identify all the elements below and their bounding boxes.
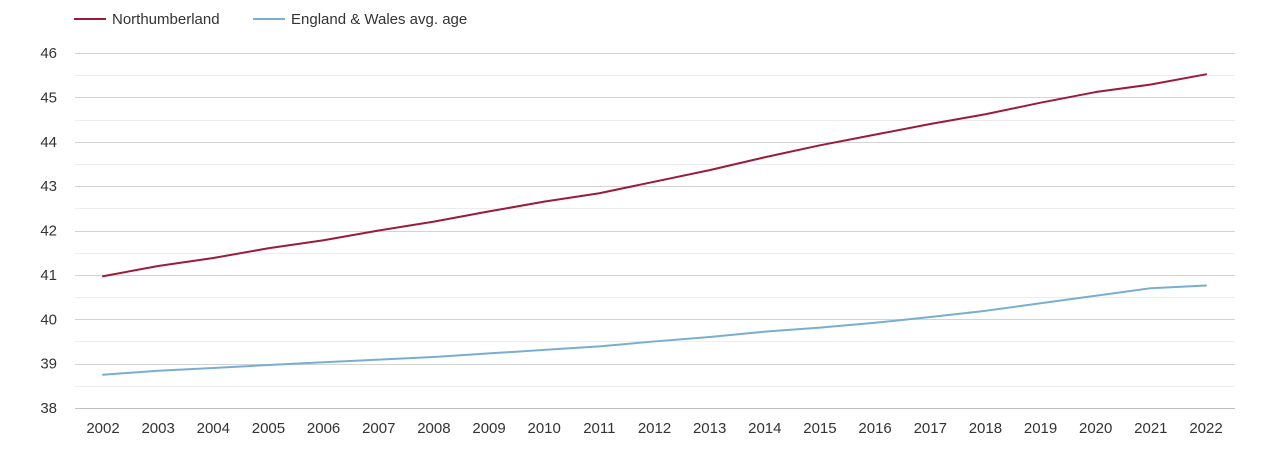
y-tick-label-43: 43 — [40, 178, 57, 195]
x-tick-label-2006: 2006 — [307, 420, 340, 437]
x-tick-label-2016: 2016 — [858, 420, 891, 437]
x-tick-label-2015: 2015 — [803, 420, 836, 437]
series-line-england-wales-avg-age[interactable] — [102, 284, 1207, 376]
x-tick-label-2022: 2022 — [1189, 420, 1222, 437]
x-tick-label-2021: 2021 — [1134, 420, 1167, 437]
legend-item-england-wales[interactable]: England & Wales avg. age — [253, 11, 467, 28]
legend: Northumberland England & Wales avg. age — [74, 11, 467, 28]
x-tick-label-2003: 2003 — [141, 420, 174, 437]
x-tick-label-2018: 2018 — [969, 420, 1002, 437]
y-tick-label-42: 42 — [40, 223, 57, 240]
legend-label-england-wales: England & Wales avg. age — [291, 11, 467, 28]
y-tick-label-45: 45 — [40, 89, 57, 106]
x-tick-label-2008: 2008 — [417, 420, 450, 437]
x-tick-label-2017: 2017 — [914, 420, 947, 437]
x-tick-label-2019: 2019 — [1024, 420, 1057, 437]
legend-item-northumberland[interactable]: Northumberland — [74, 11, 220, 28]
x-tick-label-2013: 2013 — [693, 420, 726, 437]
y-tick-label-46: 46 — [40, 45, 57, 62]
x-tick-label-2005: 2005 — [252, 420, 285, 437]
y-tick-label-41: 41 — [40, 267, 57, 284]
series-line-northumberland[interactable] — [102, 73, 1207, 278]
x-tick-label-2004: 2004 — [197, 420, 230, 437]
grid-lines — [75, 53, 1235, 409]
x-tick-label-2007: 2007 — [362, 420, 395, 437]
series-lines — [102, 73, 1207, 376]
x-tick-label-2020: 2020 — [1079, 420, 1112, 437]
x-tick-label-2010: 2010 — [528, 420, 561, 437]
y-tick-label-44: 44 — [40, 134, 57, 151]
x-tick-label-2014: 2014 — [748, 420, 781, 437]
y-tick-label-39: 39 — [40, 356, 57, 373]
y-tick-label-38: 38 — [40, 400, 57, 417]
x-tick-label-2002: 2002 — [86, 420, 119, 437]
y-tick-label-40: 40 — [40, 311, 57, 328]
x-axis: 2002 2003 2004 2005 2006 2007 2008 2009 2010 2011… — [86, 420, 1222, 437]
x-tick-label-2012: 2012 — [638, 420, 671, 437]
legend-label-northumberland: Northumberland — [112, 11, 220, 28]
x-tick-label-2011: 2011 — [583, 420, 615, 437]
x-tick-label-2009: 2009 — [472, 420, 505, 437]
y-axis: 38 39 40 41 42 43 44 45 46 — [40, 45, 57, 417]
